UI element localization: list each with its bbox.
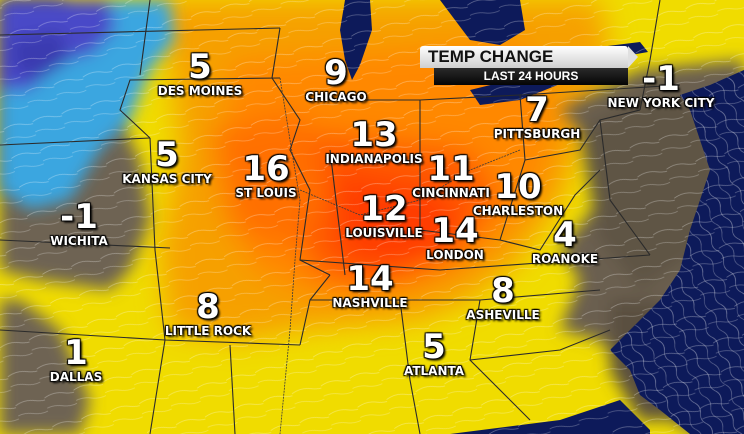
- city-london: 14 LONDON: [426, 214, 484, 261]
- city-name: INDIANAPOLIS: [325, 152, 423, 166]
- city-value: 5: [422, 327, 446, 367]
- city-value: 12: [360, 189, 408, 229]
- city-value: 5: [188, 47, 212, 87]
- title-box: TEMP CHANGE LAST 24 HOURS: [420, 46, 638, 85]
- city-indianapolis: 13 INDIANAPOLIS: [325, 118, 422, 165]
- city-atlanta: 5 ATLANTA: [404, 330, 464, 377]
- city-value: -1: [642, 59, 680, 99]
- city-des-moines: 5 DES MOINES: [158, 50, 242, 97]
- city-value: -1: [60, 197, 98, 237]
- city-value: 5: [155, 135, 179, 175]
- city-roanoke: 4 ROANOKE: [532, 218, 598, 265]
- city-new-york-city: -1 NEW YORK CITY: [608, 62, 715, 109]
- city-name: NASHVILLE: [332, 296, 408, 310]
- state-borders: [0, 0, 681, 434]
- city-value: 14: [431, 211, 479, 251]
- city-value: 9: [324, 53, 348, 93]
- city-name: CHICAGO: [305, 90, 367, 104]
- city-name: ASHEVILLE: [466, 308, 540, 322]
- city-little-rock: 8 LITTLE ROCK: [165, 290, 251, 337]
- city-st-louis: 16 ST LOUIS: [235, 152, 296, 199]
- title-sub: LAST 24 HOURS: [434, 68, 628, 85]
- city-name: DES MOINES: [157, 84, 243, 98]
- city-value: 4: [553, 215, 577, 255]
- city-value: 11: [427, 149, 475, 189]
- rivers: [279, 77, 521, 434]
- city-name: CINCINNATI: [412, 186, 490, 200]
- city-name: NEW YORK CITY: [607, 96, 715, 110]
- city-name: KANSAS CITY: [122, 172, 212, 186]
- city-wichita: -1 WICHITA: [50, 200, 108, 247]
- city-value: 7: [525, 90, 549, 130]
- city-charleston: 10 CHARLESTON: [473, 170, 563, 217]
- city-value: 8: [196, 287, 220, 327]
- city-chicago: 9 CHICAGO: [305, 56, 366, 103]
- city-nashville: 14 NASHVILLE: [332, 262, 407, 309]
- city-value: 14: [346, 259, 394, 299]
- city-name: PITTSBURGH: [493, 127, 581, 141]
- city-dallas: 1 DALLAS: [50, 336, 102, 383]
- city-kansas-city: 5 KANSAS CITY: [122, 138, 212, 185]
- city-name: LONDON: [426, 248, 484, 262]
- city-name: WICHITA: [50, 234, 108, 248]
- city-name: ST LOUIS: [235, 186, 297, 200]
- city-name: DALLAS: [49, 370, 103, 384]
- city-name: ATLANTA: [403, 364, 465, 378]
- title-arrow: [628, 46, 638, 68]
- city-name: LITTLE ROCK: [164, 324, 252, 338]
- title-main: TEMP CHANGE: [420, 46, 628, 68]
- city-name: LOUISVILLE: [345, 226, 423, 240]
- city-name: CHARLESTON: [472, 204, 564, 218]
- city-value: 8: [491, 271, 515, 311]
- city-value: 1: [64, 333, 88, 373]
- city-value: 13: [350, 115, 398, 155]
- city-value: 10: [494, 167, 542, 207]
- city-louisville: 12 LOUISVILLE: [345, 192, 423, 239]
- city-asheville: 8 ASHEVILLE: [466, 274, 539, 321]
- city-cincinnati: 11 CINCINNATI: [412, 152, 490, 199]
- city-value: 16: [242, 149, 290, 189]
- city-pittsburgh: 7 PITTSBURGH: [494, 93, 581, 140]
- city-name: ROANOKE: [531, 252, 599, 266]
